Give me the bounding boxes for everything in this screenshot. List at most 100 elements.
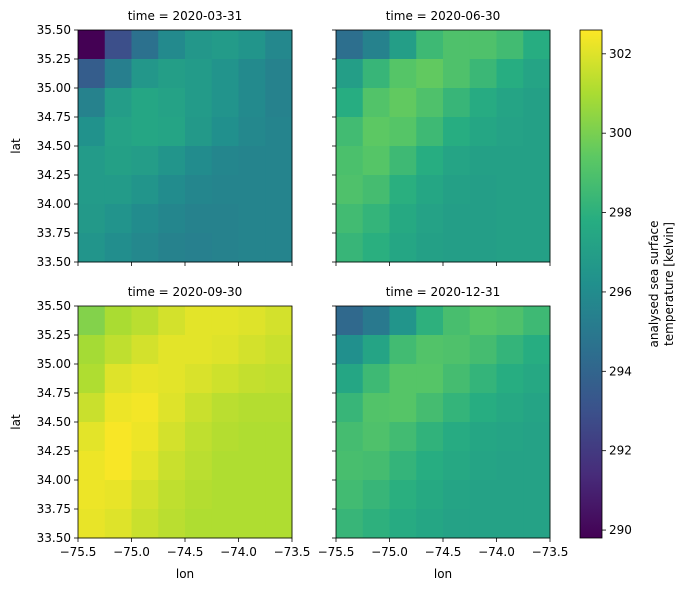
heatmap-cell — [158, 480, 186, 510]
heatmap-cell — [496, 364, 524, 394]
heatmap-cell — [185, 306, 213, 336]
heatmap-cell — [362, 175, 390, 205]
heatmap-cell — [131, 451, 159, 481]
heatmap-cell — [211, 451, 239, 481]
heatmap-cell — [78, 117, 106, 147]
heatmap-cell — [158, 509, 186, 539]
heatmap-cell — [265, 59, 293, 89]
heatmap-cell — [469, 146, 497, 176]
heatmap-cell — [469, 306, 497, 336]
heatmap-cell — [336, 204, 364, 234]
heatmap-cell — [362, 204, 390, 234]
heatmap-cell — [104, 233, 132, 263]
heatmap-cell — [131, 204, 159, 234]
heatmap-cell — [362, 306, 390, 336]
heatmap-cell — [416, 393, 444, 423]
heatmap-cell — [416, 30, 444, 60]
heatmap-cell — [265, 146, 293, 176]
heatmap-cell — [443, 335, 471, 365]
heatmap-cell — [362, 422, 390, 452]
heatmap-cell — [265, 117, 293, 147]
heatmap-cell — [265, 335, 293, 365]
heatmap-cell — [131, 335, 159, 365]
heatmap-cell — [238, 175, 266, 205]
heatmap-cell — [336, 306, 364, 336]
heatmap-cell — [443, 393, 471, 423]
heatmap-cell — [523, 480, 551, 510]
x-tick-label: −75.0 — [371, 545, 408, 559]
colorbar-tick-label: 302 — [609, 47, 632, 61]
heatmap-cell — [158, 364, 186, 394]
heatmap-cell — [78, 335, 106, 365]
heatmap-cell — [416, 117, 444, 147]
heatmap-cell — [389, 117, 417, 147]
heatmap-cell — [131, 306, 159, 336]
heatmap-cell — [238, 451, 266, 481]
heatmap-cell — [416, 233, 444, 263]
heatmap-cell — [131, 509, 159, 539]
y-tick-label: 35.50 — [37, 299, 71, 313]
heatmap-cell — [131, 480, 159, 510]
heatmap-cell — [496, 306, 524, 336]
heatmap-cell — [416, 480, 444, 510]
colorbar-tick-label: 290 — [609, 523, 632, 537]
heatmap-cell — [131, 422, 159, 452]
heatmap-cell — [336, 451, 364, 481]
heatmap-cell — [362, 509, 390, 539]
heatmap-cell — [78, 204, 106, 234]
heatmap-cell — [362, 30, 390, 60]
heatmap-cell — [104, 117, 132, 147]
heatmap-cell — [416, 88, 444, 118]
heatmap-cell — [158, 146, 186, 176]
heatmap-cell — [104, 509, 132, 539]
panel-title: time = 2020-09-30 — [128, 285, 243, 299]
heatmap-cell — [523, 204, 551, 234]
heatmap-cell — [336, 146, 364, 176]
x-tick-label: −74.5 — [425, 545, 462, 559]
heatmap-cell — [131, 175, 159, 205]
heatmap-cell — [104, 335, 132, 365]
heatmap-cell — [265, 175, 293, 205]
heatmap-cell — [336, 509, 364, 539]
y-tick-label: 34.75 — [37, 110, 71, 124]
colorbar-label-line1: analysed sea surface — [647, 221, 661, 348]
y-tick-label: 34.25 — [37, 444, 71, 458]
heatmap-cell — [496, 204, 524, 234]
heatmap-cell — [104, 88, 132, 118]
heatmap-cell — [389, 509, 417, 539]
heatmap-cell — [238, 364, 266, 394]
heatmap-cell — [496, 393, 524, 423]
heatmap-cell — [469, 117, 497, 147]
heatmap-cell — [238, 335, 266, 365]
heatmap-cell — [185, 480, 213, 510]
heatmap-cell — [416, 335, 444, 365]
heatmap-cell — [211, 422, 239, 452]
heatmap-cell — [362, 480, 390, 510]
heatmap-cell — [443, 451, 471, 481]
heatmap-cell — [185, 509, 213, 539]
heatmap-cell — [416, 422, 444, 452]
heatmap-cell — [443, 88, 471, 118]
heatmap-cell — [443, 480, 471, 510]
heatmap-cell — [265, 30, 293, 60]
heatmap-cell — [185, 30, 213, 60]
heatmap-cell — [523, 509, 551, 539]
heatmap-cell — [265, 451, 293, 481]
panel-2020-06-30: time = 2020-06-30 — [332, 9, 551, 266]
heatmap-cell — [104, 364, 132, 394]
panel-2020-03-31: time = 2020-03-31 33.50 33.75 34.00 34.25 34… — [37, 9, 293, 269]
y-tick-label: 35.00 — [37, 81, 71, 95]
heatmap-cell — [443, 306, 471, 336]
heatmap-cell — [362, 146, 390, 176]
heatmap-cell — [158, 233, 186, 263]
heatmap-cell — [238, 393, 266, 423]
x-tick-label: −75.5 — [60, 545, 97, 559]
panel-title: time = 2020-06-30 — [386, 9, 501, 23]
heatmap-cell — [185, 233, 213, 263]
panel-title: time = 2020-12-31 — [386, 285, 501, 299]
heatmap-cell — [211, 88, 239, 118]
heatmap-cell — [185, 422, 213, 452]
heatmap-cell — [523, 233, 551, 263]
x-tick-label: −75.5 — [318, 545, 355, 559]
